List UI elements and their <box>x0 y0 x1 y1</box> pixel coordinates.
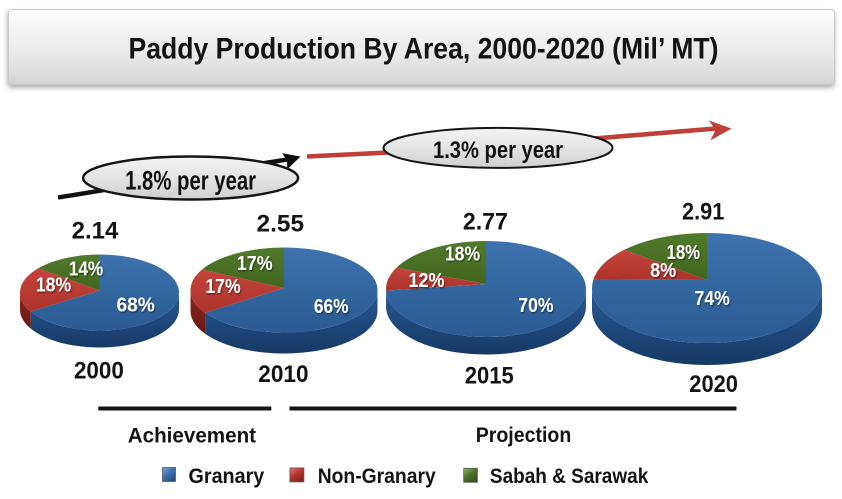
svg-text:14%: 14% <box>69 259 104 281</box>
svg-text:2015: 2015 <box>465 362 514 389</box>
svg-text:1.3% per year: 1.3% per year <box>433 137 563 164</box>
svg-text:2.91: 2.91 <box>682 199 724 226</box>
svg-text:2000: 2000 <box>74 358 124 385</box>
svg-text:1.8% per year: 1.8% per year <box>125 165 256 195</box>
svg-text:74%: 74% <box>695 288 730 310</box>
svg-text:12%: 12% <box>409 270 445 292</box>
svg-text:66%: 66% <box>314 296 349 318</box>
svg-text:8%: 8% <box>650 260 676 282</box>
svg-text:17%: 17% <box>205 276 240 298</box>
svg-text:Paddy Production By Area, 2000: Paddy Production By Area, 2000-2020 (Mil… <box>129 33 719 66</box>
svg-text:2.14: 2.14 <box>72 217 119 244</box>
svg-text:Projection: Projection <box>476 423 572 447</box>
svg-text:17%: 17% <box>237 253 273 275</box>
svg-text:18%: 18% <box>445 244 480 266</box>
svg-text:2020: 2020 <box>689 371 738 398</box>
svg-text:Non-Granary: Non-Granary <box>318 465 436 488</box>
svg-text:Sabah & Sarawak: Sabah & Sarawak <box>490 465 649 488</box>
svg-text:18%: 18% <box>667 242 701 264</box>
svg-text:Granary: Granary <box>189 465 265 488</box>
svg-text:2.77: 2.77 <box>463 208 508 235</box>
svg-text:2010: 2010 <box>258 361 308 388</box>
svg-text:70%: 70% <box>518 295 553 317</box>
svg-text:68%: 68% <box>116 295 155 317</box>
svg-text:18%: 18% <box>36 275 71 297</box>
svg-text:Achievement: Achievement <box>128 423 256 447</box>
svg-text:2.55: 2.55 <box>257 211 305 238</box>
